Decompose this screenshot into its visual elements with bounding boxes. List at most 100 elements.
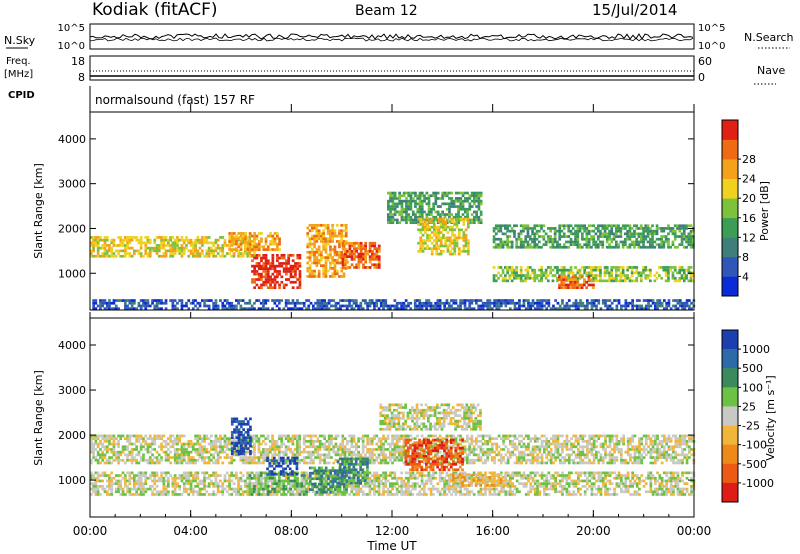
power-cell (285, 262, 288, 265)
power-cell (630, 271, 634, 275)
power-cell (340, 269, 344, 273)
power-cell (387, 202, 390, 206)
velocity-cell (248, 461, 252, 465)
power-cell (533, 301, 537, 305)
power-cell (90, 241, 93, 245)
velocity-cell (608, 461, 612, 465)
power-cell (266, 275, 270, 279)
velocity-cell (572, 458, 576, 462)
power-cell (604, 304, 607, 308)
freq-tick-top: 18 (71, 55, 85, 68)
power-cell (379, 299, 383, 302)
power-cell (153, 299, 157, 302)
nsearch-line (89, 37, 694, 42)
velocity-cell (90, 434, 93, 438)
velocity-cell (547, 458, 551, 462)
power-cell (513, 276, 516, 280)
power-cell (569, 278, 573, 281)
power-cell (574, 229, 577, 233)
power-cell (671, 232, 675, 236)
power-cell (384, 301, 388, 305)
power-cell (665, 301, 668, 305)
velocity-cell (588, 448, 591, 451)
power-cell (110, 249, 114, 253)
velocity-cell (203, 440, 206, 443)
power-cell (345, 307, 349, 310)
velocity-cell (167, 453, 170, 457)
power-cell (654, 307, 657, 310)
power-cell (402, 194, 406, 198)
power-cell (253, 272, 256, 276)
velocity-cell (395, 448, 399, 451)
power-cell (504, 274, 507, 277)
power-cell (402, 199, 406, 203)
power-cell (560, 280, 564, 284)
power-cell (433, 225, 436, 229)
velocity-cell (232, 440, 236, 443)
power-cell (216, 238, 220, 242)
velocity-cell (271, 442, 274, 446)
power-cell (676, 245, 679, 249)
power-cell (144, 241, 148, 245)
power-cell (526, 245, 530, 249)
velocity-cell (610, 458, 614, 462)
power-cell (560, 229, 564, 233)
velocity-cell (264, 448, 268, 451)
velocity-cell (545, 437, 548, 440)
power-cell (182, 249, 186, 253)
power-cell (350, 241, 354, 245)
power-cell (333, 245, 337, 249)
power-cell (221, 236, 225, 239)
power-cell (341, 304, 345, 308)
power-cell (435, 252, 438, 256)
power-cell (662, 243, 666, 246)
velocity-cell (407, 458, 410, 462)
velocity-cell (144, 440, 148, 443)
power-cell (578, 268, 582, 272)
power-cell (324, 240, 328, 243)
power-cell (499, 245, 503, 249)
power-cell (633, 304, 637, 308)
power-cell (173, 241, 177, 245)
power-cell (432, 191, 435, 195)
velocity-cell (92, 448, 95, 451)
velocity-cell (271, 437, 274, 440)
velocity-cell (558, 453, 562, 457)
velocity-cell (146, 448, 150, 451)
power-cell (153, 246, 157, 250)
velocity-cell (361, 456, 365, 459)
power-cell (320, 256, 323, 259)
power-cell (92, 254, 95, 258)
velocity-cell (151, 442, 154, 446)
velocity-cell (201, 448, 204, 451)
power-cell (201, 244, 204, 247)
velocity-cell (540, 440, 544, 443)
velocity-cell (488, 434, 492, 438)
power-cell (562, 266, 566, 269)
velocity-cell (103, 440, 107, 443)
power-cell (407, 191, 411, 195)
velocity-cell (307, 450, 311, 454)
power-cell (335, 253, 339, 257)
power-cell (552, 304, 555, 308)
velocity-cell (547, 450, 551, 454)
velocity-cell (475, 437, 478, 440)
power-cell (553, 227, 557, 230)
power-cell (667, 304, 671, 308)
power-cell (658, 266, 661, 269)
power-cell (276, 264, 279, 268)
velocity-cell (302, 437, 306, 440)
velocity-cell (350, 453, 354, 457)
velocity-cell (126, 453, 129, 457)
power-cell (535, 276, 539, 280)
power-cell (164, 236, 168, 239)
power-cell (110, 252, 114, 255)
power-cell (445, 194, 449, 198)
velocity-cell (232, 437, 236, 440)
power-cell (331, 275, 334, 278)
velocity-cell (325, 445, 329, 449)
velocity-cell (103, 434, 107, 438)
power-cell (510, 240, 514, 244)
power-cell (276, 237, 279, 241)
power-cell (239, 254, 243, 258)
